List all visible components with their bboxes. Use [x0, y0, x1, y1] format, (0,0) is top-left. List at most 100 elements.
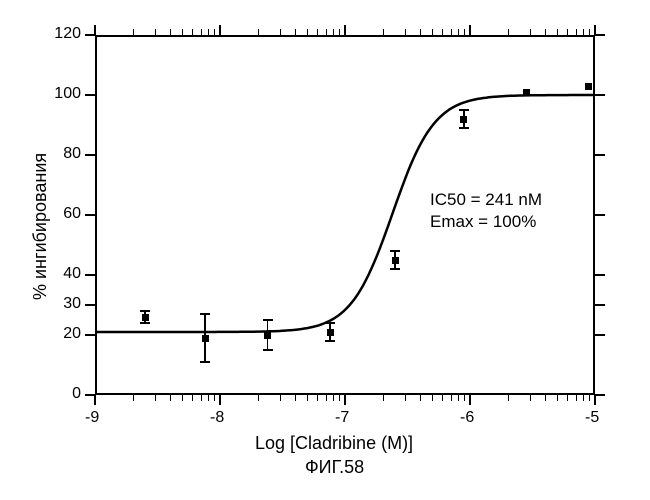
y-tick-label: 20 — [63, 325, 81, 343]
data-point — [327, 329, 334, 336]
x-minor-tick — [442, 395, 443, 401]
y-tick — [85, 154, 95, 156]
x-minor-tick-top — [576, 29, 577, 35]
x-tick-label: -5 — [585, 409, 599, 427]
x-minor-tick-top — [405, 29, 406, 35]
x-minor-tick — [420, 395, 421, 401]
y-tick — [85, 334, 95, 336]
y-tick-right — [595, 394, 605, 396]
y-axis — [95, 35, 97, 395]
x-tick-top — [469, 25, 471, 35]
x-minor-tick — [170, 395, 171, 401]
x-minor-tick-top — [442, 29, 443, 35]
x-minor-tick-top — [383, 29, 384, 35]
x-minor-tick-top — [208, 29, 209, 35]
y-tick-label: 80 — [63, 145, 81, 163]
x-tick — [344, 395, 346, 405]
x-minor-tick — [464, 395, 465, 401]
annotation-line: Emax = 100% — [430, 212, 536, 232]
error-cap — [390, 250, 400, 252]
error-cap — [325, 340, 335, 342]
data-point — [585, 83, 592, 90]
error-cap — [390, 268, 400, 270]
x-minor-tick-top — [530, 29, 531, 35]
x-tick-label: -7 — [335, 409, 349, 427]
error-cap — [140, 322, 150, 324]
x-tick — [219, 395, 221, 405]
y-tick-label: 0 — [72, 385, 81, 403]
x-minor-tick — [192, 395, 193, 401]
data-point — [460, 116, 467, 123]
error-cap — [263, 319, 273, 321]
x-minor-tick — [201, 395, 202, 401]
y-tick-right — [595, 304, 605, 306]
x-minor-tick — [258, 395, 259, 401]
x-minor-tick-top — [333, 29, 334, 35]
error-cap — [459, 109, 469, 111]
x-tick-label: -6 — [460, 409, 474, 427]
x-minor-tick-top — [201, 29, 202, 35]
x-minor-tick — [339, 395, 340, 401]
y-tick — [85, 304, 95, 306]
x-tick-label: -9 — [85, 409, 99, 427]
x-tick-top — [219, 25, 221, 35]
y-tick-right — [595, 154, 605, 156]
y-tick-right — [595, 334, 605, 336]
x-minor-tick — [567, 395, 568, 401]
x-minor-tick-top — [545, 29, 546, 35]
x-minor-tick-top — [155, 29, 156, 35]
y-tick-label: 30 — [63, 295, 81, 313]
x-minor-tick — [280, 395, 281, 401]
y-tick-label: 40 — [63, 265, 81, 283]
x-minor-tick — [333, 395, 334, 401]
x-minor-tick — [458, 395, 459, 401]
x-minor-tick-top — [451, 29, 452, 35]
data-point — [142, 314, 149, 321]
x-minor-tick — [208, 395, 209, 401]
data-point — [264, 332, 271, 339]
error-cap — [140, 310, 150, 312]
x-tick — [469, 395, 471, 405]
x-minor-tick-top — [432, 29, 433, 35]
x-minor-tick — [326, 395, 327, 401]
x-minor-tick-top — [307, 29, 308, 35]
x-minor-tick — [133, 395, 134, 401]
x-minor-tick-top — [464, 29, 465, 35]
x-minor-tick-top — [317, 29, 318, 35]
x-minor-tick-top — [583, 29, 584, 35]
x-tick-top — [344, 25, 346, 35]
y-axis-label: % ингибирования — [30, 153, 51, 300]
x-minor-tick — [214, 395, 215, 401]
x-minor-tick-top — [420, 29, 421, 35]
y-tick-right — [595, 214, 605, 216]
data-point — [523, 89, 530, 96]
x-minor-tick-top — [458, 29, 459, 35]
x-minor-tick — [583, 395, 584, 401]
y-tick-label: 100 — [54, 85, 81, 103]
x-tick — [594, 395, 596, 405]
x-minor-tick — [405, 395, 406, 401]
x-minor-tick — [182, 395, 183, 401]
x-minor-tick — [508, 395, 509, 401]
y-tick — [85, 94, 95, 96]
error-cap — [200, 361, 210, 363]
error-cap — [459, 127, 469, 129]
x-tick-label: -8 — [210, 409, 224, 427]
x-minor-tick-top — [258, 29, 259, 35]
data-point — [392, 257, 399, 264]
x-minor-tick-top — [326, 29, 327, 35]
x-minor-tick-top — [557, 29, 558, 35]
x-minor-tick — [545, 395, 546, 401]
x-minor-tick — [576, 395, 577, 401]
error-cap — [200, 313, 210, 315]
x-tick — [94, 395, 96, 405]
x-minor-tick-top — [295, 29, 296, 35]
error-cap — [325, 322, 335, 324]
x-minor-tick — [307, 395, 308, 401]
y-tick — [85, 274, 95, 276]
x-minor-tick-top — [133, 29, 134, 35]
x-minor-tick — [432, 395, 433, 401]
x-minor-tick — [317, 395, 318, 401]
y-tick-right — [595, 274, 605, 276]
x-minor-tick — [589, 395, 590, 401]
